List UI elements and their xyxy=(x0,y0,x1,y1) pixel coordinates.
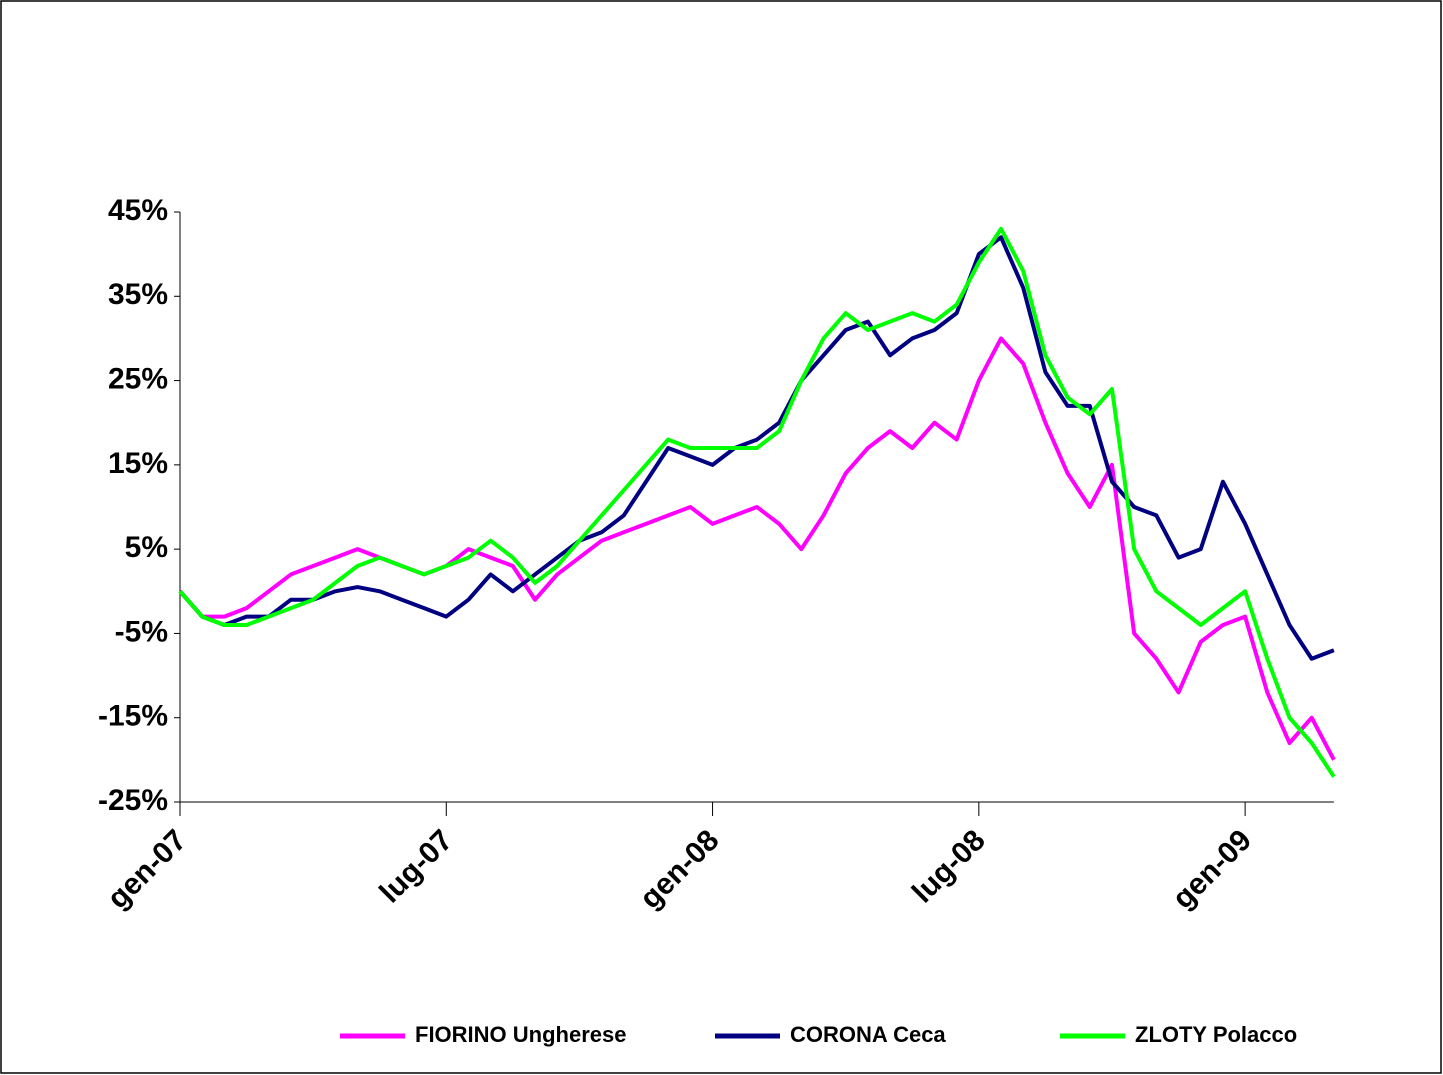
series-line xyxy=(178,226,1336,778)
y-tick-label: -5% xyxy=(115,615,168,648)
y-tick-label: 15% xyxy=(108,447,168,480)
series-line xyxy=(178,336,1336,761)
y-tick-label: 45% xyxy=(108,194,168,227)
y-tick-label: 25% xyxy=(108,362,168,395)
y-tick-label: -15% xyxy=(98,700,168,733)
legend-label: FIORINO Ungherese xyxy=(415,1022,626,1047)
series-line xyxy=(178,235,1335,661)
y-tick-label: 35% xyxy=(108,278,168,311)
y-tick-label: -25% xyxy=(98,784,168,817)
legend-label: ZLOTY Polacco xyxy=(1135,1022,1297,1047)
legend-label: CORONA Ceca xyxy=(790,1022,946,1047)
y-tick-label: 5% xyxy=(125,531,168,564)
